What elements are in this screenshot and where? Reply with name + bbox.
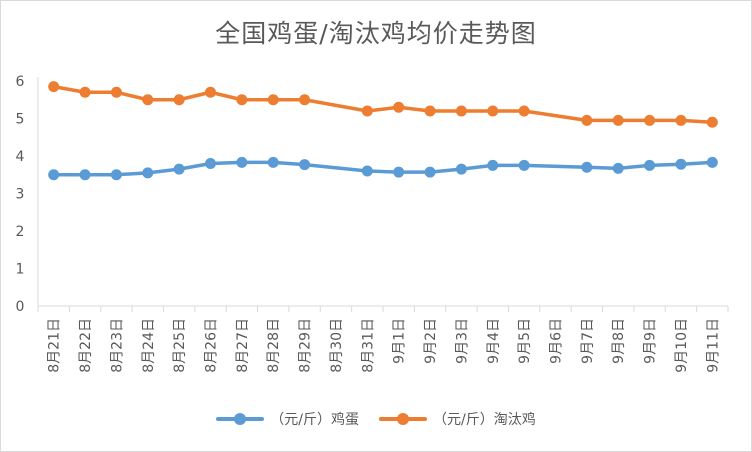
legend-swatch-series-1 xyxy=(379,413,427,425)
series-0 xyxy=(48,156,718,181)
data-point xyxy=(581,114,593,126)
data-point xyxy=(424,105,436,117)
data-point xyxy=(205,86,216,98)
data-point xyxy=(612,162,624,174)
data-point xyxy=(267,94,279,106)
y-tick-label: 4 xyxy=(16,149,25,165)
legend-label-series-1: （元/斤）淘汰鸡 xyxy=(433,412,536,428)
data-point xyxy=(173,94,185,106)
x-tick-label: 8月26日 xyxy=(204,318,220,373)
y-axis-ticks: 0 1 2 3 4 5 6 xyxy=(16,74,25,315)
data-point xyxy=(48,169,60,181)
series-layer xyxy=(48,81,718,181)
x-tick-label: 9月6日 xyxy=(549,318,565,364)
x-tick-label: 9月9日 xyxy=(643,318,659,364)
x-tick-label: 9月5日 xyxy=(517,318,533,364)
x-tick-label: 8月25日 xyxy=(172,318,188,373)
data-point xyxy=(142,94,154,106)
data-point xyxy=(299,94,311,106)
x-tick-label: 8月27日 xyxy=(235,318,251,373)
data-point xyxy=(142,167,154,179)
data-point xyxy=(361,165,373,177)
data-point xyxy=(110,169,122,181)
x-tick-label: 9月2日 xyxy=(423,318,439,364)
data-point xyxy=(455,105,467,117)
data-point xyxy=(393,101,405,113)
data-point xyxy=(299,159,311,171)
data-point xyxy=(48,81,60,93)
series-line-1 xyxy=(51,84,715,124)
y-tick-label: 0 xyxy=(16,299,25,315)
data-point xyxy=(487,105,499,117)
data-point xyxy=(706,156,718,168)
legend: （元/斤）鸡蛋 （元/斤）淘汰鸡 xyxy=(0,409,752,429)
y-tick-label: 3 xyxy=(16,187,25,203)
x-tick-label: 9月4日 xyxy=(486,318,502,364)
legend-item-series-1: （元/斤）淘汰鸡 xyxy=(379,409,536,429)
x-tick-label: 8月22日 xyxy=(78,318,94,373)
data-point xyxy=(675,114,687,126)
x-tick-label: 8月30日 xyxy=(329,318,345,373)
data-point xyxy=(518,105,530,117)
data-point xyxy=(675,158,687,170)
axes xyxy=(37,77,729,312)
x-tick-label: 8月31日 xyxy=(360,318,376,373)
x-tick-label: 8月24日 xyxy=(141,318,157,373)
x-tick-label: 9月1日 xyxy=(392,318,408,364)
chart-title: 全国鸡蛋/淘汰鸡均价走势图 xyxy=(215,19,537,48)
data-point xyxy=(79,169,91,181)
x-tick-label: 9月8日 xyxy=(611,318,627,364)
data-point xyxy=(205,158,216,169)
data-point xyxy=(361,105,373,117)
y-tick-label: 5 xyxy=(16,112,25,128)
legend-label-series-0: （元/斤）鸡蛋 xyxy=(270,412,359,428)
y-tick-label: 1 xyxy=(16,262,25,278)
data-point xyxy=(581,161,593,173)
data-point xyxy=(110,86,122,98)
data-point xyxy=(706,116,718,128)
data-point xyxy=(644,114,656,126)
y-tick-label: 6 xyxy=(16,74,25,90)
x-axis-ticks: 8月21日 8月22日 8月23日 8月24日 8月25日 8月26日 8月27日 8月28日… xyxy=(47,318,722,373)
legend-item-series-0: （元/斤）鸡蛋 xyxy=(216,409,359,429)
x-tick-label: 8月21日 xyxy=(47,318,63,373)
data-point xyxy=(644,159,656,171)
series-1 xyxy=(48,81,718,128)
data-point xyxy=(424,166,436,178)
x-tick-label: 8月28日 xyxy=(266,318,282,373)
data-point xyxy=(79,86,91,98)
legend-swatch-series-0 xyxy=(216,413,265,425)
x-tick-label: 8月29日 xyxy=(298,318,314,373)
x-tick-label: 9月11日 xyxy=(705,318,721,373)
x-tick-label: 9月10日 xyxy=(674,318,690,373)
x-tick-label: 8月23日 xyxy=(109,318,125,373)
data-point xyxy=(612,114,624,126)
x-tick-label: 9月7日 xyxy=(580,318,596,364)
data-point xyxy=(236,156,248,168)
data-point xyxy=(455,163,467,175)
data-point xyxy=(236,94,248,106)
data-point xyxy=(393,166,405,178)
data-point xyxy=(518,159,530,171)
x-tick-label: 9月3日 xyxy=(454,318,470,364)
data-point xyxy=(267,156,279,168)
y-tick-label: 2 xyxy=(16,224,25,240)
data-point xyxy=(487,159,499,171)
data-point xyxy=(173,163,185,175)
